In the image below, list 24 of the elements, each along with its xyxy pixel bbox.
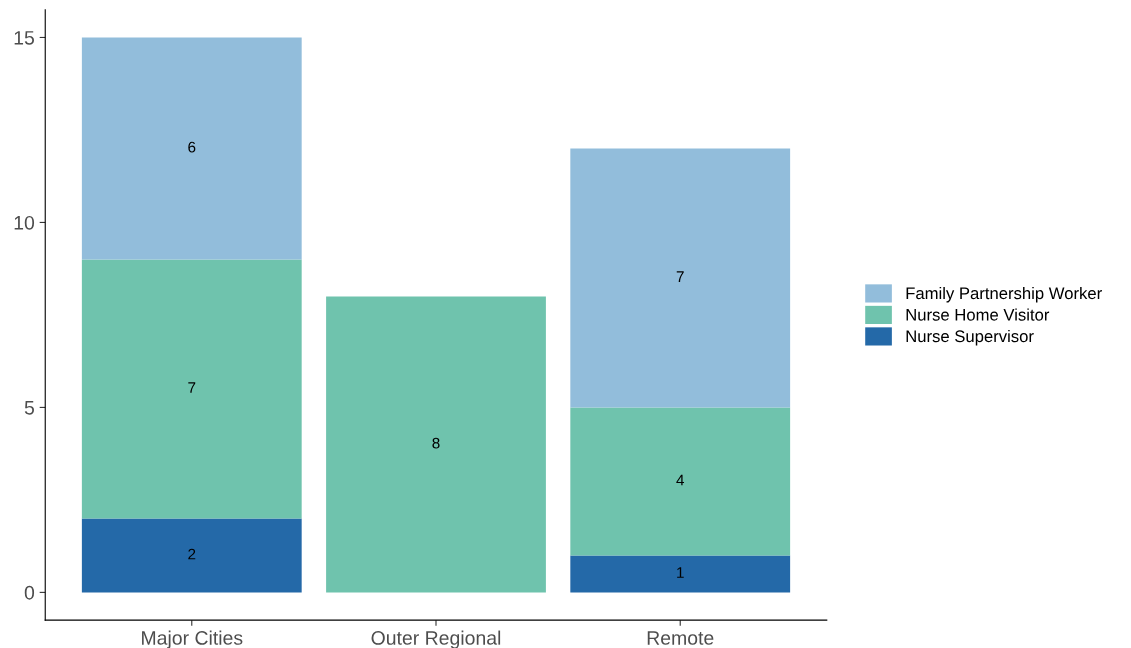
bar <box>81 259 302 519</box>
legend-label: Nurse Supervisor <box>906 329 1034 346</box>
data-label: 6 <box>188 141 196 153</box>
data-label: 7 <box>188 382 196 393</box>
x-tick-label: Remote <box>647 631 714 645</box>
y-tick-label: 10 <box>14 215 35 230</box>
y-tick-label: 15 <box>14 31 35 45</box>
data-label: 2 <box>188 548 196 560</box>
bar <box>570 555 791 593</box>
bar <box>81 37 302 260</box>
data-label: 7 <box>676 271 684 282</box>
data-label: 8 <box>432 437 440 449</box>
bar <box>570 148 791 408</box>
legend-label: Family Partnership Worker <box>906 286 1102 303</box>
bar <box>326 296 546 593</box>
bar <box>81 518 302 593</box>
y-tick-label: 0 <box>24 585 35 600</box>
y-tick-label: 5 <box>24 401 35 415</box>
x-tick-label: Outer Regional <box>371 630 501 648</box>
data-label: 1 <box>677 567 684 578</box>
x-tick-label: Major Cities <box>142 630 243 648</box>
data-label: 4 <box>676 474 685 486</box>
bar <box>570 407 791 556</box>
legend-label: Nurse Home Visitor <box>906 308 1050 321</box>
